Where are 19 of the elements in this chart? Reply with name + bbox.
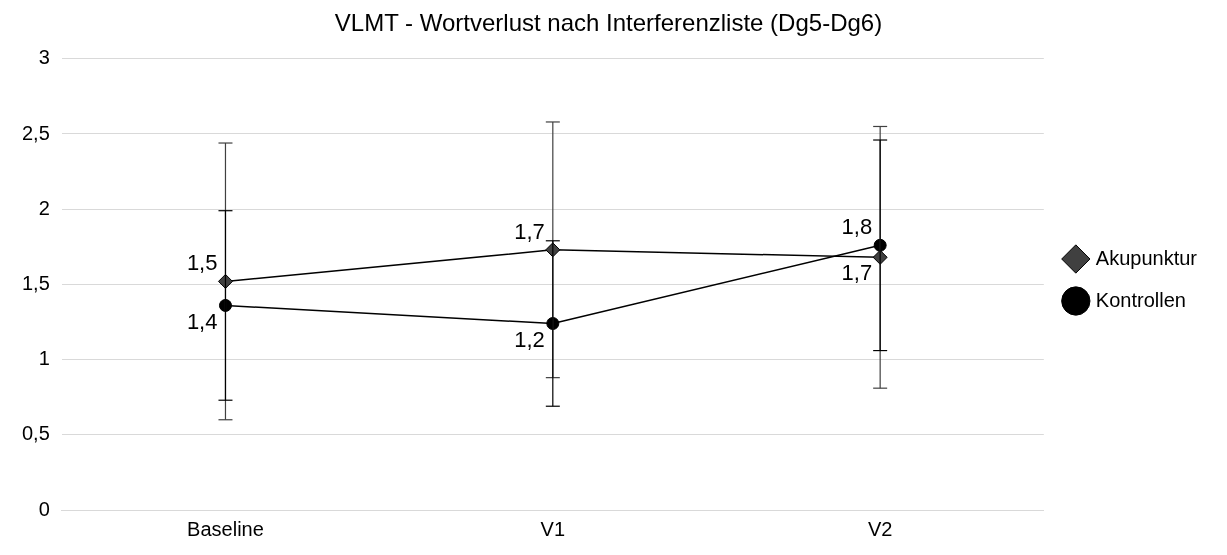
data-label: 1,7	[841, 260, 873, 286]
y-tick-label: 2	[38, 196, 50, 219]
y-tick-label: 2,5	[21, 121, 50, 144]
x-tick-label: V1	[540, 517, 566, 540]
legend-label: Kontrollen	[1095, 288, 1186, 311]
y-tick-label: 3	[38, 46, 50, 69]
y-tick-label: 0,5	[21, 422, 50, 445]
x-tick-label: V2	[867, 517, 893, 540]
x-tick-label: Baseline	[187, 517, 264, 540]
data-label: 1,5	[186, 250, 218, 276]
legend-label: Akupunktur	[1095, 246, 1198, 269]
data-label: 1,7	[514, 218, 545, 244]
data-label: 1,2	[514, 326, 545, 352]
data-label: 1,4	[186, 308, 218, 334]
y-tick-label: 1,5	[21, 271, 50, 294]
y-tick-label: 0	[38, 497, 50, 520]
data-label: 1,8	[841, 214, 873, 240]
y-tick-label: 1	[38, 347, 50, 370]
chart-title: VLMT - Wortverlust nach Interferenzliste (Dg5-Dg6)	[334, 9, 883, 37]
